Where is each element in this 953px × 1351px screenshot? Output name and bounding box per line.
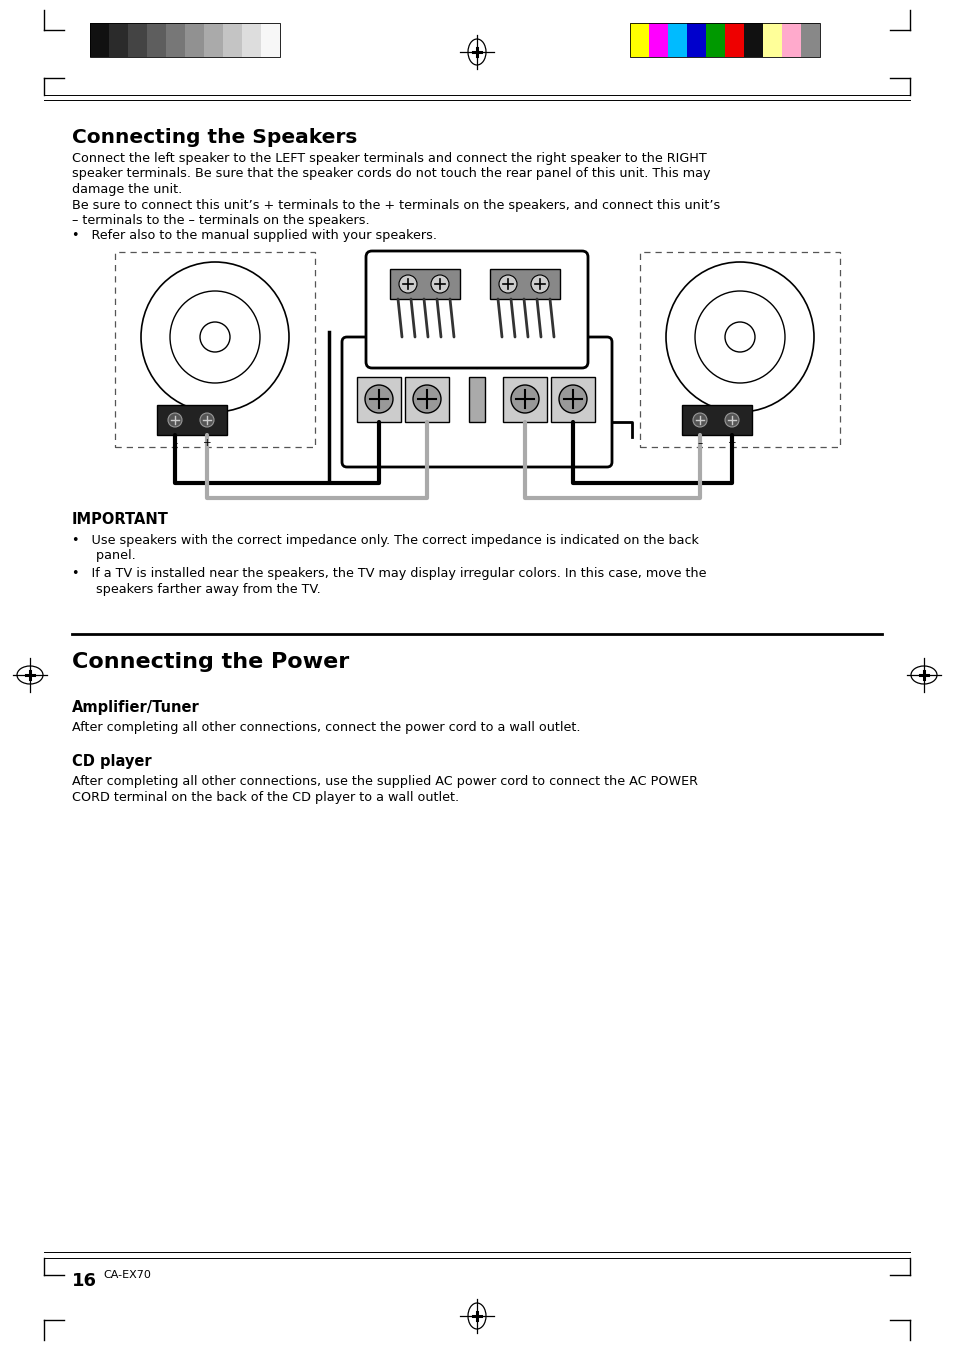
Circle shape bbox=[565, 350, 579, 363]
Text: –: – bbox=[172, 438, 177, 449]
Text: damage the unit.: damage the unit. bbox=[71, 182, 182, 196]
Bar bbox=[781, 23, 801, 57]
Text: Be sure to connect this unit’s + terminals to the + terminals on the speakers, a: Be sure to connect this unit’s + termina… bbox=[71, 199, 720, 212]
Text: panel.: panel. bbox=[71, 550, 135, 562]
Circle shape bbox=[413, 385, 440, 413]
Bar bbox=[667, 23, 686, 57]
Circle shape bbox=[558, 385, 586, 413]
Text: +: + bbox=[375, 353, 382, 362]
Circle shape bbox=[200, 413, 213, 427]
Circle shape bbox=[419, 350, 434, 363]
Bar bbox=[490, 269, 559, 299]
Circle shape bbox=[531, 276, 548, 293]
Bar bbox=[185, 23, 204, 57]
Bar bbox=[90, 23, 280, 57]
Text: +: + bbox=[202, 438, 212, 449]
Circle shape bbox=[692, 413, 706, 427]
Text: CA-EX70: CA-EX70 bbox=[103, 1270, 151, 1279]
Bar bbox=[629, 23, 820, 57]
Text: •   Use speakers with the correct impedance only. The correct impedance is indic: • Use speakers with the correct impedanc… bbox=[71, 534, 699, 547]
Text: –: – bbox=[424, 353, 429, 362]
Bar bbox=[261, 23, 280, 57]
Text: speaker terminals. Be sure that the speaker cords do not touch the rear panel of: speaker terminals. Be sure that the spea… bbox=[71, 168, 710, 181]
Bar bbox=[743, 23, 762, 57]
Bar bbox=[405, 377, 449, 422]
Bar bbox=[648, 23, 667, 57]
Text: speakers farther away from the TV.: speakers farther away from the TV. bbox=[71, 582, 320, 596]
Circle shape bbox=[365, 385, 393, 413]
FancyBboxPatch shape bbox=[366, 251, 587, 367]
Circle shape bbox=[511, 385, 538, 413]
Bar bbox=[90, 23, 109, 57]
Bar bbox=[686, 23, 705, 57]
Text: •   If a TV is installed near the speakers, the TV may display irregular colors.: • If a TV is installed near the speakers… bbox=[71, 567, 706, 580]
Bar bbox=[115, 253, 314, 447]
Ellipse shape bbox=[468, 1302, 485, 1329]
Text: –: – bbox=[697, 438, 702, 449]
Circle shape bbox=[724, 413, 739, 427]
Bar bbox=[157, 405, 227, 435]
Bar bbox=[629, 23, 648, 57]
Bar bbox=[390, 269, 459, 299]
Text: •   Refer also to the manual supplied with your speakers.: • Refer also to the manual supplied with… bbox=[71, 230, 436, 242]
Text: CORD terminal on the back of the CD player to a wall outlet.: CORD terminal on the back of the CD play… bbox=[71, 790, 458, 804]
Text: –: – bbox=[522, 353, 527, 362]
Ellipse shape bbox=[468, 39, 485, 65]
Circle shape bbox=[517, 350, 532, 363]
Text: After completing all other connections, connect the power cord to a wall outlet.: After completing all other connections, … bbox=[71, 721, 579, 734]
Bar bbox=[242, 23, 261, 57]
Ellipse shape bbox=[724, 322, 754, 353]
Text: IMPORTANT: IMPORTANT bbox=[71, 512, 169, 527]
Bar bbox=[551, 377, 595, 422]
Text: Connecting the Speakers: Connecting the Speakers bbox=[71, 128, 357, 147]
Bar bbox=[109, 23, 128, 57]
Ellipse shape bbox=[17, 666, 43, 684]
Bar bbox=[705, 23, 724, 57]
Circle shape bbox=[398, 276, 416, 293]
Bar bbox=[502, 377, 546, 422]
Bar bbox=[681, 405, 751, 435]
Bar bbox=[204, 23, 223, 57]
Bar bbox=[356, 377, 400, 422]
Text: CD player: CD player bbox=[71, 754, 152, 769]
Bar bbox=[801, 23, 820, 57]
Text: +: + bbox=[569, 353, 577, 362]
Text: 16: 16 bbox=[71, 1273, 97, 1290]
Circle shape bbox=[431, 276, 449, 293]
Text: Connecting the Power: Connecting the Power bbox=[71, 653, 349, 671]
Bar bbox=[469, 377, 484, 422]
Text: Connect the left speaker to the LEFT speaker terminals and connect the right spe: Connect the left speaker to the LEFT spe… bbox=[71, 153, 706, 165]
Bar bbox=[223, 23, 242, 57]
Circle shape bbox=[470, 350, 483, 363]
Ellipse shape bbox=[910, 666, 936, 684]
FancyBboxPatch shape bbox=[341, 336, 612, 467]
Bar bbox=[166, 23, 185, 57]
Circle shape bbox=[168, 413, 182, 427]
Bar bbox=[639, 253, 840, 447]
Ellipse shape bbox=[200, 322, 230, 353]
Bar bbox=[128, 23, 147, 57]
Bar bbox=[762, 23, 781, 57]
Bar bbox=[724, 23, 743, 57]
Text: +: + bbox=[727, 438, 736, 449]
Circle shape bbox=[498, 276, 517, 293]
Circle shape bbox=[372, 350, 386, 363]
Text: After completing all other connections, use the supplied AC power cord to connec: After completing all other connections, … bbox=[71, 775, 698, 788]
Bar bbox=[147, 23, 166, 57]
Text: Amplifier/Tuner: Amplifier/Tuner bbox=[71, 700, 199, 715]
Text: – terminals to the – terminals on the speakers.: – terminals to the – terminals on the sp… bbox=[71, 213, 369, 227]
